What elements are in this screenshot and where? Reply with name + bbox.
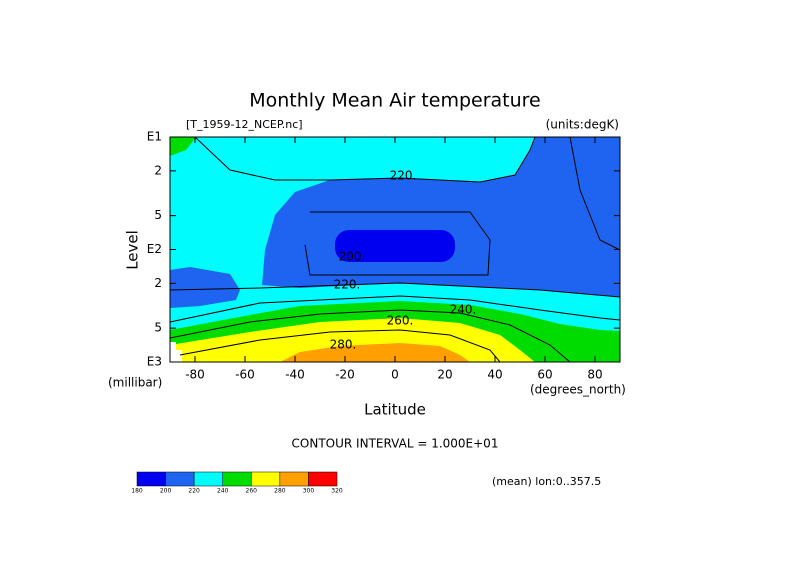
colorbar-swatch xyxy=(279,471,309,487)
x-tick-label: 20 xyxy=(437,368,452,382)
y-tick-label: E1 xyxy=(147,130,162,144)
y-tick-label: 2 xyxy=(154,276,162,290)
x-tick-label: 0 xyxy=(391,368,399,382)
chart-title: Monthly Mean Air temperature xyxy=(249,90,540,112)
y-axis-label: Level xyxy=(124,230,142,270)
colorbar-swatch xyxy=(136,471,166,487)
colorbar-label: 220 xyxy=(188,488,200,495)
contour-fill xyxy=(280,343,470,362)
y-tick-label: 2 xyxy=(154,163,162,177)
x-tick-label: 60 xyxy=(537,368,552,382)
x-tick-label: -60 xyxy=(235,368,255,382)
contour-fill xyxy=(170,267,240,308)
contour-line xyxy=(169,295,621,323)
colorbar-label: 200 xyxy=(160,488,172,495)
contour-label: 200. xyxy=(339,250,366,264)
contour-label: 280. xyxy=(330,338,357,352)
colorbar-label: 280 xyxy=(274,488,286,495)
subtitle: [T_1959-12_NCEP.nc] xyxy=(186,118,303,131)
blank-area xyxy=(170,342,182,362)
y-tick-label: E2 xyxy=(147,242,162,256)
colorbar-swatch xyxy=(165,471,195,487)
x-units: (degrees_north) xyxy=(530,383,626,397)
contour-interval: CONTOUR INTERVAL = 1.000E+01 xyxy=(292,437,499,451)
contour-line xyxy=(179,329,501,363)
colorbar-label: 300 xyxy=(303,488,315,495)
footnote: (mean) lon:0..357.5 xyxy=(492,475,601,488)
y-tick-label: 5 xyxy=(154,208,162,222)
contour-line xyxy=(194,136,536,183)
x-tick-label: -20 xyxy=(335,368,355,382)
contour-line xyxy=(169,282,621,298)
contour-label: 260. xyxy=(387,314,414,328)
colorbar-label: 240 xyxy=(217,488,229,495)
x-tick-label: 80 xyxy=(587,368,602,382)
contour-line xyxy=(569,136,621,251)
colorbar-label: 320 xyxy=(331,488,343,495)
units-label: (units:degK) xyxy=(546,118,619,132)
x-tick-label: -80 xyxy=(185,368,205,382)
y-tick-label: 5 xyxy=(154,321,162,335)
contour-label: 220. xyxy=(334,278,361,292)
colorbar-swatch xyxy=(193,471,223,487)
contour-label: 240. xyxy=(450,303,477,317)
colorbar-label: 260 xyxy=(246,488,258,495)
x-tick-label: -40 xyxy=(285,368,305,382)
x-axis-label: Latitude xyxy=(364,401,426,419)
contour-fill xyxy=(335,230,455,262)
y-units: (millibar) xyxy=(108,376,162,390)
colorbar-swatch xyxy=(251,471,281,487)
colorbar-swatch xyxy=(222,471,252,487)
colorbar-swatch xyxy=(308,471,338,487)
x-tick-label: 40 xyxy=(487,368,502,382)
contour-fill xyxy=(170,137,196,156)
colorbar-label: 180 xyxy=(131,488,143,495)
contour-line xyxy=(304,211,491,276)
contour-line xyxy=(169,309,571,363)
contour-label: 220. xyxy=(390,169,417,183)
y-tick-label: E3 xyxy=(147,355,162,369)
